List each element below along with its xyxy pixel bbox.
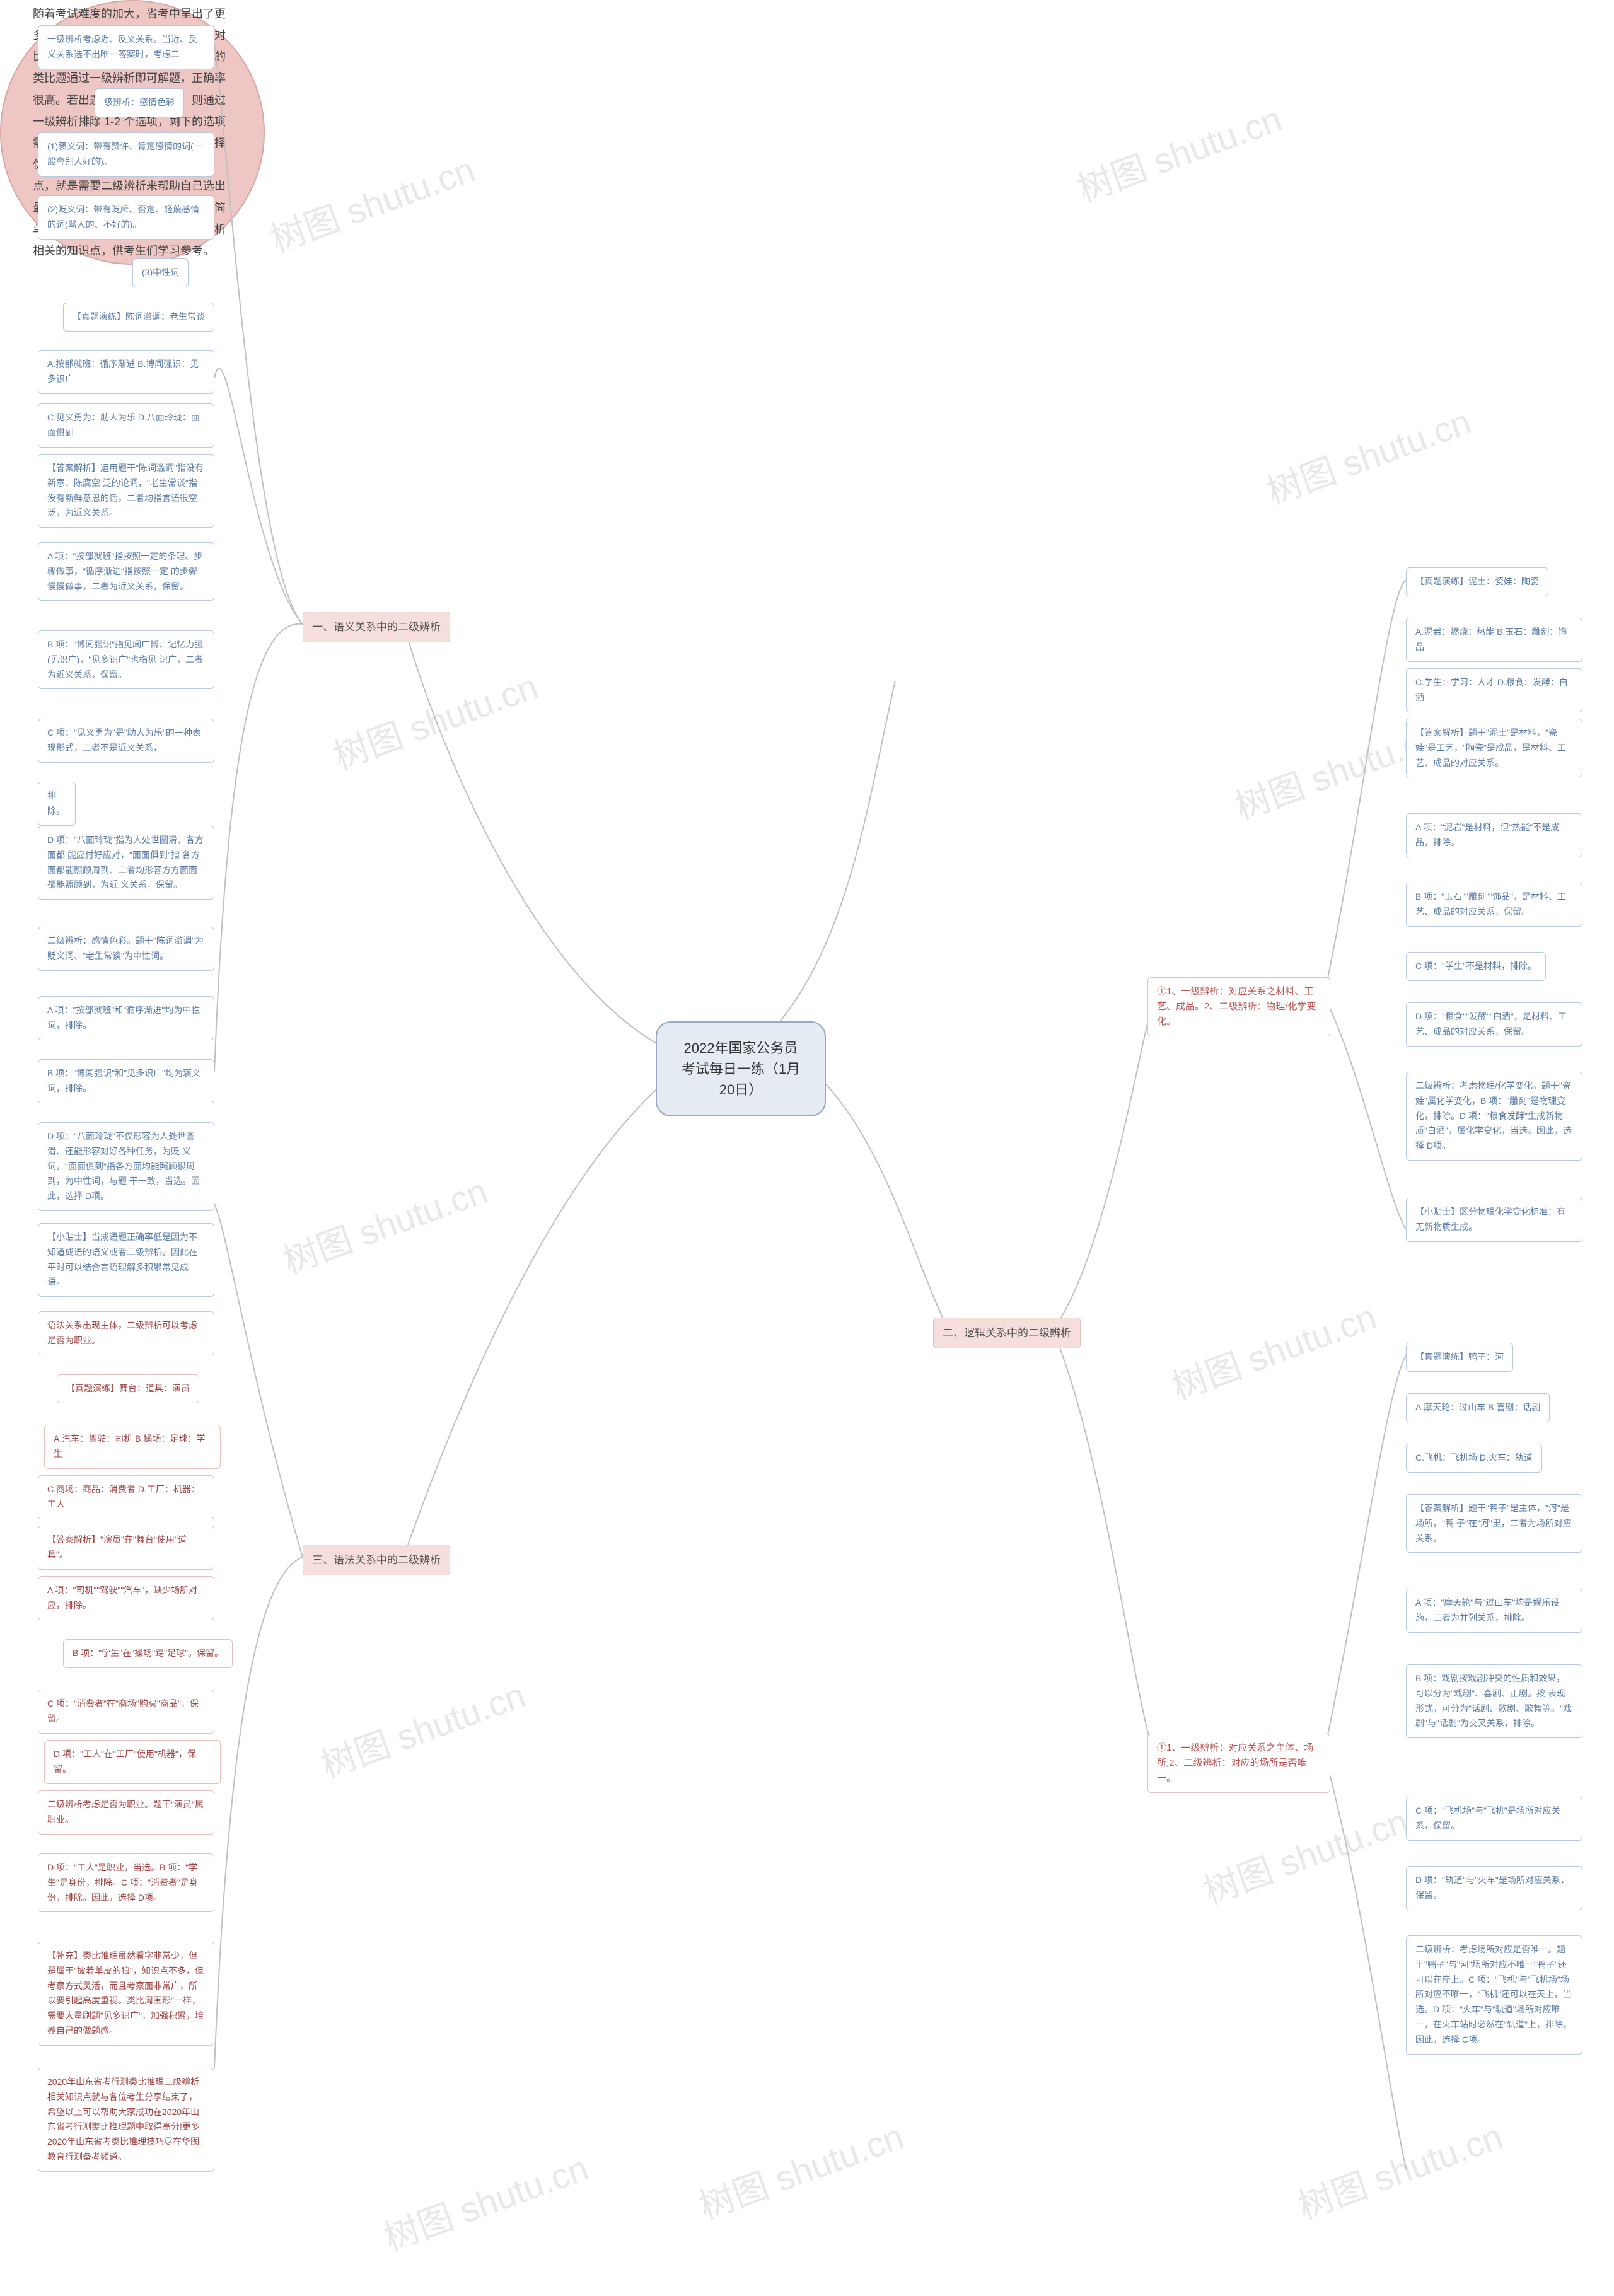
- col1-n3: (1)褒义词：带有赞许、肯定感情的词(一般夸别人好的)。: [38, 132, 214, 177]
- col1-n11: B 项："博闻强识"指见闻广博、记忆力强(见识广)，"见多识广"也指见 识广，二…: [38, 630, 214, 689]
- ra-n1: 【真题演练】泥土：瓷娃：陶瓷: [1406, 567, 1548, 596]
- ra-n5: A 项："泥岩"是材料，但"热能"不是成品，排除。: [1406, 813, 1582, 857]
- ra-n9: 二级辨析：考虑物理/化学变化。题干"瓷娃"属化学变化，B 项："雕刻"是物理变化…: [1406, 1072, 1582, 1161]
- rb-n6: B 项：戏剧按戏剧冲突的性质和效果，可以分为"戏剧"、喜剧、正剧。按 表现形式，…: [1406, 1664, 1582, 1738]
- watermark: 树图 shutu.cn: [1164, 1289, 1383, 1410]
- ra-n8: D 项："粮食""发酵""白酒"，是材料、工艺、成品的对应关系，保留。: [1406, 1002, 1582, 1047]
- col3-n7: C 项："消费者"在"商场"购买"商品"，保留。: [38, 1690, 214, 1734]
- ra-n4: 【答案解析】题干"泥土"是材料，"瓷娃"是工艺，"陶瓷"是成品，是材料、工艺、成…: [1406, 719, 1582, 777]
- col1-n13: 排除。: [38, 782, 76, 826]
- watermark: 树图 shutu.cn: [376, 2140, 595, 2261]
- col1-n1: 一级辨析考虑近、反义关系。当近、反义关系选不出唯一答案时，考虑二: [38, 25, 214, 69]
- watermark: 树图 shutu.cn: [1195, 1793, 1414, 1914]
- branch-2: 二、逻辑关系中的二级辨析: [933, 1318, 1081, 1348]
- col3-n8: D 项："工人"在"工厂"使用"机器"，保留。: [44, 1740, 221, 1784]
- col3-n11: 【补充】类比推理虽然看字非常少，但是属于"披着羊皮的狼"，知识点不多，但考察方式…: [38, 1942, 214, 2046]
- connector-lines: [0, 0, 1614, 2296]
- col1-n15: 二级辨析：感情色彩。题干"陈词滥调"为贬义词、"老生常谈"为中性词。: [38, 927, 214, 971]
- col3-n10: D 项："工人"是职业，当选。B 项："学生"是身份，排除。C 项："消费者"是…: [38, 1853, 214, 1912]
- rb-n8: D 项："轨道"与"火车"是场所对应关系，保留。: [1406, 1866, 1582, 1910]
- col3-n2: A.汽车：驾驶：司机 B.操场：足球：学生: [44, 1425, 221, 1469]
- watermark: 树图 shutu.cn: [325, 658, 544, 779]
- col1-n16: A 项："按部就班"和"循序渐进"均为中性词，排除。: [38, 996, 214, 1040]
- rb-n5: A 项："摩天轮"与"过山车"均是娱乐设施，二者为并列关系，排除。: [1406, 1589, 1582, 1633]
- col1-n4: (2)贬义词：带有贬斥、否定、轻蔑感情的词(骂人的、不好的)。: [38, 195, 214, 240]
- rb-n7: C 项："飞机场"与"飞机"是场所对应关系，保留。: [1406, 1797, 1582, 1841]
- col3-top: 语法关系出现主体，二级辨析可以考虑是否为职业。: [38, 1311, 214, 1355]
- sub-2a: ①1、一级辨析：对应关系之材料、工艺、成品。2、二级辨析：物理/化学变化。: [1147, 977, 1330, 1036]
- col3-n1: 【真题演练】舞台：道具：演员: [57, 1374, 199, 1403]
- col1-n2: 级辨析：感情色彩: [95, 88, 184, 117]
- col3-n3: C.商场：商品：消费者 D.工厂：机器：工人: [38, 1475, 214, 1519]
- watermark: 树图 shutu.cn: [262, 141, 481, 262]
- center-title: 2022年国家公务员考试每日一练（1月20日）: [656, 1021, 826, 1116]
- watermark: 树图 shutu.cn: [1290, 2108, 1509, 2229]
- rb-n3: C.飞机：飞机场 D.火车：轨道: [1406, 1444, 1542, 1473]
- col1-n9: 【答案解析】运用题干"陈词滥调"指没有新意、陈腐空 泛的论调，"老生常谈"指没有…: [38, 454, 214, 528]
- col3-n9: 二级辨析考虑是否为职业。题干"演员"属职业。: [38, 1790, 214, 1835]
- branch-3: 三、语法关系中的二级辨析: [303, 1545, 450, 1575]
- col1-n12: C 项："见义勇为"是"助人为乐"的一种表现形式，二者不是近义关系，: [38, 719, 214, 763]
- ra-n3: C.学生：学习：人才 D.粮食：发酵：白酒: [1406, 668, 1582, 712]
- col1-n18: D 项："八面玲珑"不仅形容为人处世圆滑、还能形容对好各种任务，为贬 义词，"面…: [38, 1122, 214, 1211]
- rb-n9: 二级辨析：考虑场所对应是否唯一。题干"鸭子"与"河"场所对应不唯一"鸭子"还可以…: [1406, 1935, 1582, 2055]
- col3-n4: 【答案解析】"演员"在"舞台"使用"道具"。: [38, 1526, 214, 1570]
- sub-2b: ①1、一级辨析：对应关系之主体、场所;2、二级辨析：对应的场所是否唯一。: [1147, 1734, 1330, 1793]
- col3-n6: B 项："学生"在"操场"踢"足球"。保留。: [63, 1639, 233, 1668]
- col1-n17: B 项："博闻强识"和"见多识广"均为褒义词，排除。: [38, 1059, 214, 1103]
- col1-n14: D 项："八面玲珑"指为人处世圆滑、各方面都 能应付好应对，"面面俱到"指 各方…: [38, 826, 214, 900]
- col3-n12: 2020年山东省考行测类比推理二级辨析相关知识点就与各位考生分享结束了，希望以上…: [38, 2068, 214, 2172]
- watermark: 树图 shutu.cn: [275, 1162, 494, 1284]
- col1-n7: A.按部就班：循序渐进 B.博闻强识：见多识广: [38, 350, 214, 394]
- col1-n5: (3)中性词: [132, 258, 189, 287]
- watermark: 树图 shutu.cn: [313, 1667, 531, 1788]
- col1-n10: A 项："按部就班"指按照一定的条理、步骤做事，"循序渐进"指按照一定 的步骤慢…: [38, 542, 214, 601]
- rb-n1: 【真题演练】鸭子：河: [1406, 1343, 1513, 1372]
- branch-1: 一、语义关系中的二级辨析: [303, 612, 450, 642]
- ra-n2: A.泥岩：燃烧：热能 B.玉石：雕刻：饰品: [1406, 618, 1582, 662]
- rb-n4: 【答案解析】题干"鸭子"是主体，"河"是场所，"鸭 子"在"河"里，二者为场所对…: [1406, 1494, 1582, 1553]
- watermark: 树图 shutu.cn: [1258, 393, 1477, 514]
- rb-n2: A.摩天轮：过山车 B.喜剧：话剧: [1406, 1393, 1550, 1422]
- watermark: 树图 shutu.cn: [1069, 91, 1288, 212]
- col3-n5: A 项："司机""驾驶""汽车"，缺少场所对应，排除。: [38, 1576, 214, 1620]
- ra-n6: B 项："玉石""雕刻""饰品"，是材料、工艺、成品的对应关系，保留。: [1406, 883, 1582, 927]
- col1-n19: 【小贴士】当成语题正确率低是因为不知道成语的语义或者二级辨析。因此在平时可以结合…: [38, 1223, 214, 1297]
- col1-n6: 【真题演练】陈词滥调：老生常谈: [63, 303, 214, 332]
- ra-n7: C 项："学生"不是材料，排除。: [1406, 952, 1546, 981]
- col1-n8: C.见义勇为：助人为乐 D.八面玲珑：面面俱到: [38, 403, 214, 448]
- ra-n10: 【小贴士】区分物理化学变化标准：有无新物质生成。: [1406, 1198, 1582, 1242]
- watermark: 树图 shutu.cn: [691, 2108, 910, 2229]
